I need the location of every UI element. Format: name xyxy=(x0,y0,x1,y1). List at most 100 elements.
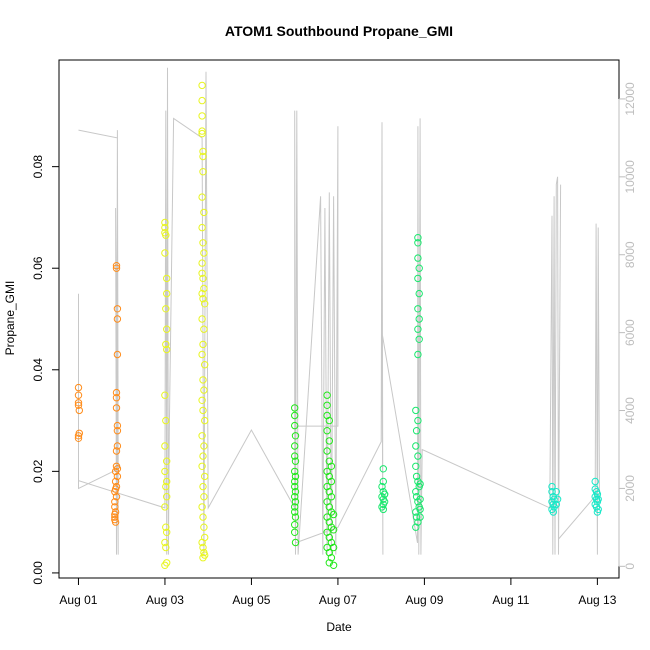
secondary-series-line xyxy=(78,67,600,555)
data-point xyxy=(325,488,333,496)
data-point xyxy=(414,477,422,486)
data-point xyxy=(199,152,207,161)
data-point xyxy=(74,401,83,409)
data-point xyxy=(161,503,169,511)
data-point xyxy=(198,193,206,201)
y-tick-label: 0.04 xyxy=(31,358,45,382)
data-point xyxy=(329,510,338,519)
y-tick-label: 0.08 xyxy=(31,155,45,179)
series-green2 xyxy=(378,234,424,531)
y-tick-label: 0.02 xyxy=(31,459,45,483)
data-point xyxy=(198,503,206,511)
x-tick-label: Aug 01 xyxy=(59,593,97,607)
data-point xyxy=(198,127,206,135)
data-point xyxy=(325,503,333,511)
data-point xyxy=(111,488,119,496)
data-point xyxy=(198,315,206,323)
data-point xyxy=(291,452,299,460)
data-point xyxy=(198,269,206,277)
data-point xyxy=(323,513,331,521)
data-point xyxy=(200,442,208,450)
y2-tick-label: 8000 xyxy=(623,241,637,268)
data-point xyxy=(416,495,424,503)
data-point xyxy=(414,498,422,506)
data-point xyxy=(291,528,299,536)
data-point xyxy=(200,493,208,501)
data-point xyxy=(593,508,602,516)
data-point xyxy=(74,391,83,399)
y2-tick-label: 4000 xyxy=(623,397,637,424)
data-point xyxy=(198,432,206,440)
data-point xyxy=(291,411,299,420)
data-point xyxy=(200,249,208,257)
data-point xyxy=(291,513,300,521)
data-point xyxy=(163,289,171,298)
data-point xyxy=(162,340,170,349)
data-point xyxy=(412,472,421,481)
data-point xyxy=(200,208,208,217)
data-point xyxy=(161,467,169,476)
data-point xyxy=(414,239,422,247)
data-point xyxy=(111,503,119,511)
data-point xyxy=(161,538,169,547)
data-point xyxy=(414,416,422,425)
data-point xyxy=(198,538,206,547)
data-point xyxy=(162,543,170,552)
data-point xyxy=(112,394,121,402)
x-tick-label: Aug 03 xyxy=(146,593,184,607)
data-point xyxy=(378,482,386,491)
data-point xyxy=(325,416,333,425)
data-point xyxy=(329,543,338,552)
y-axis: 0.00 0.02 0.04 0.06 0.08 xyxy=(31,155,60,585)
data-point xyxy=(198,259,206,267)
data-point xyxy=(323,427,331,435)
data-point xyxy=(198,350,206,359)
x-tick-label: Aug 09 xyxy=(405,593,443,607)
data-point xyxy=(329,561,338,569)
data-point xyxy=(291,498,300,506)
data-point xyxy=(162,416,170,425)
data-point xyxy=(112,388,121,397)
data-point xyxy=(591,477,599,486)
data-point xyxy=(552,500,560,509)
data-point xyxy=(198,289,206,298)
y-tick-label: 0.00 xyxy=(31,561,45,585)
data-point xyxy=(414,518,422,526)
data-point xyxy=(199,452,207,460)
data-point xyxy=(323,447,331,455)
data-point xyxy=(325,472,333,481)
data-point xyxy=(379,505,387,514)
data-point xyxy=(111,510,119,519)
data-point xyxy=(416,513,424,521)
data-point xyxy=(111,498,119,506)
points-layer xyxy=(74,81,602,569)
data-point xyxy=(74,399,83,407)
data-point xyxy=(323,467,331,476)
data-point xyxy=(414,350,422,359)
y2-tick-label: 6000 xyxy=(623,319,637,346)
data-point xyxy=(414,452,422,460)
data-point xyxy=(161,442,169,450)
data-point xyxy=(325,559,333,567)
data-point xyxy=(199,406,207,415)
data-point xyxy=(200,325,208,333)
data-point xyxy=(291,442,299,450)
data-point xyxy=(113,315,122,323)
data-point xyxy=(199,239,207,247)
data-point xyxy=(200,284,208,293)
data-point xyxy=(291,472,300,481)
x-tick-label: Aug 13 xyxy=(578,593,616,607)
data-point xyxy=(75,406,84,415)
data-point xyxy=(113,472,122,481)
data-point xyxy=(201,300,209,308)
data-point xyxy=(163,457,171,465)
data-point xyxy=(161,391,169,399)
y2-tick-label: 2000 xyxy=(623,475,637,502)
x-axis-label: Date xyxy=(326,620,352,634)
data-point xyxy=(201,416,209,425)
data-point xyxy=(416,480,424,488)
data-point xyxy=(199,274,207,283)
data-point xyxy=(323,391,331,399)
data-point xyxy=(412,442,420,450)
data-point xyxy=(113,427,122,435)
